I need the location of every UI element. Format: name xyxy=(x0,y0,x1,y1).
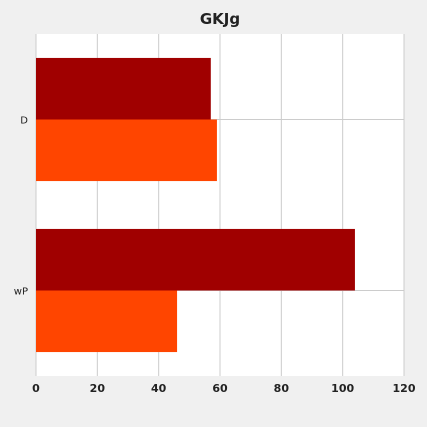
bar xyxy=(36,57,211,120)
x-tick-label: 40 xyxy=(151,382,167,395)
x-tick-label: 20 xyxy=(90,382,106,395)
bar xyxy=(36,290,178,353)
x-tick-label: 120 xyxy=(393,382,416,395)
chart-title: GKJg xyxy=(200,10,240,28)
x-tick-label: 80 xyxy=(274,382,290,395)
y-category-label: D xyxy=(20,116,28,127)
bars xyxy=(36,57,355,353)
x-tick-label: 60 xyxy=(212,382,228,395)
bar xyxy=(36,119,217,182)
y-category-label: wP xyxy=(14,287,28,298)
bar xyxy=(36,228,355,291)
x-tick-label: 100 xyxy=(331,382,354,395)
y-axis-categories: DwP xyxy=(14,116,29,298)
x-tick-label: 0 xyxy=(32,382,40,395)
x-axis-ticks: 0 20 40 60 80 100 120 xyxy=(32,382,416,395)
